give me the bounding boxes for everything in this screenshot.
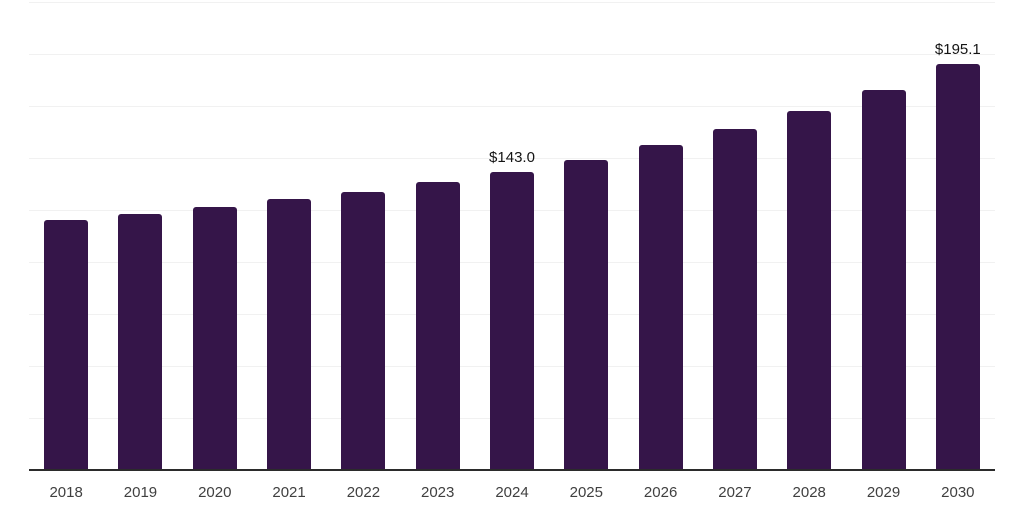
bar (44, 219, 89, 470)
bar (564, 159, 609, 470)
x-axis-tick-label: 2023 (421, 484, 455, 501)
bar-value-label: $195.1 (934, 40, 981, 58)
bar (638, 145, 683, 470)
x-axis-tick-label: 2028 (792, 484, 826, 501)
x-axis-tick-label: 2024 (495, 484, 529, 501)
bar (712, 129, 757, 470)
bar (267, 199, 312, 470)
gridline (29, 105, 995, 107)
gridline (29, 53, 995, 55)
x-axis-tick-label: 2026 (643, 484, 678, 501)
x-axis-tick-label: 2022 (346, 484, 381, 501)
bar (341, 191, 386, 470)
x-axis-tick-label: 2025 (569, 484, 603, 501)
bar (415, 182, 460, 470)
gridline (29, 1, 995, 3)
x-axis-tick-label: 2021 (272, 484, 306, 501)
x-axis-tick-label: 2027 (718, 484, 752, 501)
bar (787, 111, 832, 470)
x-axis-tick-label: 2018 (49, 484, 83, 501)
gridline (29, 157, 995, 159)
x-axis-tick-label: 2029 (866, 484, 901, 501)
bar (192, 207, 237, 470)
bar (490, 172, 534, 470)
x-axis-tick-label: 2030 (941, 484, 975, 501)
bar (861, 89, 906, 470)
bar-value-label: $143.0 (489, 149, 535, 167)
x-axis-line (29, 468, 995, 471)
bar (935, 63, 980, 470)
x-axis-tick-label: 2020 (198, 484, 232, 501)
bar (118, 213, 163, 470)
x-axis-tick-label: 2019 (123, 484, 158, 501)
